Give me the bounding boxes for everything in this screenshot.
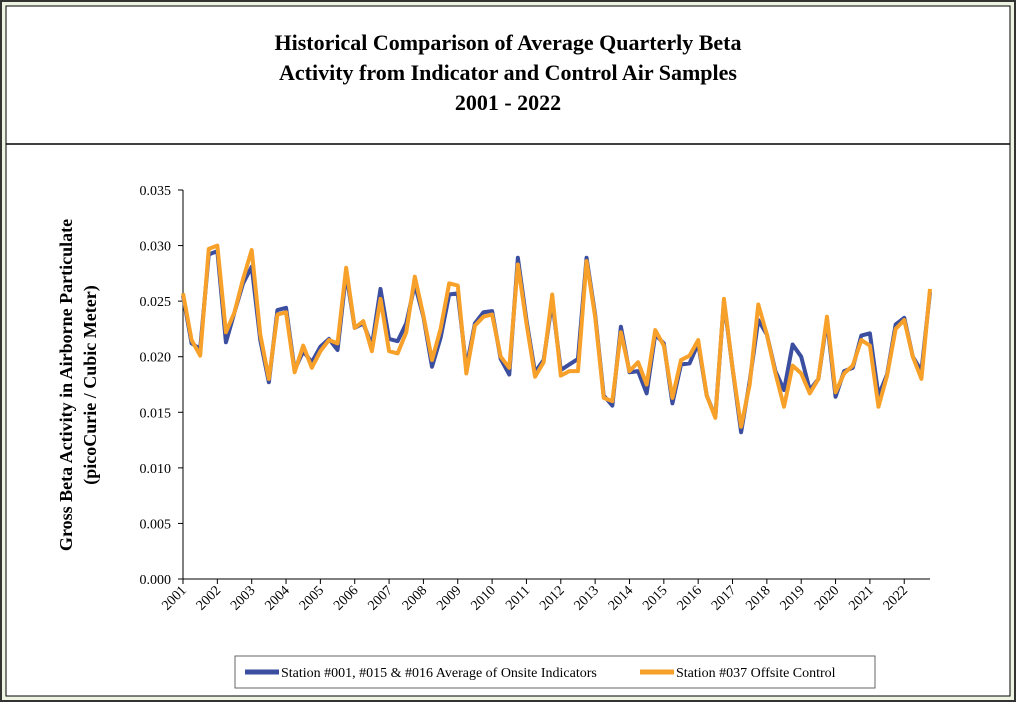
y-tick-label: 0.015 <box>140 406 172 421</box>
legend-label: Station #037 Offsite Control <box>676 666 836 681</box>
y-tick-label: 0.035 <box>140 184 172 199</box>
y-axis-label: (picoCurie / Cubic Meter) <box>80 285 101 484</box>
y-tick-label: 0.030 <box>140 240 172 255</box>
y-tick-label: 0.010 <box>140 462 172 477</box>
panel <box>5 5 1011 697</box>
y-tick-label: 0.020 <box>140 351 172 366</box>
chart-title: 2001 - 2022 <box>455 90 561 115</box>
legend <box>234 655 876 689</box>
y-axis-label: Gross Beta Activity in Airborne Particul… <box>56 219 76 551</box>
y-tick-label: 0.005 <box>140 517 172 532</box>
chart-title: Activity from Indicator and Control Air … <box>279 60 737 85</box>
legend-label: Station #001, #015 & #016 Average of Ons… <box>281 666 597 681</box>
y-tick-label: 0.000 <box>140 573 172 588</box>
y-tick-label: 0.025 <box>140 295 172 310</box>
series-line <box>181 243 932 429</box>
chart-title: Historical Comparison of Average Quarter… <box>275 30 742 55</box>
